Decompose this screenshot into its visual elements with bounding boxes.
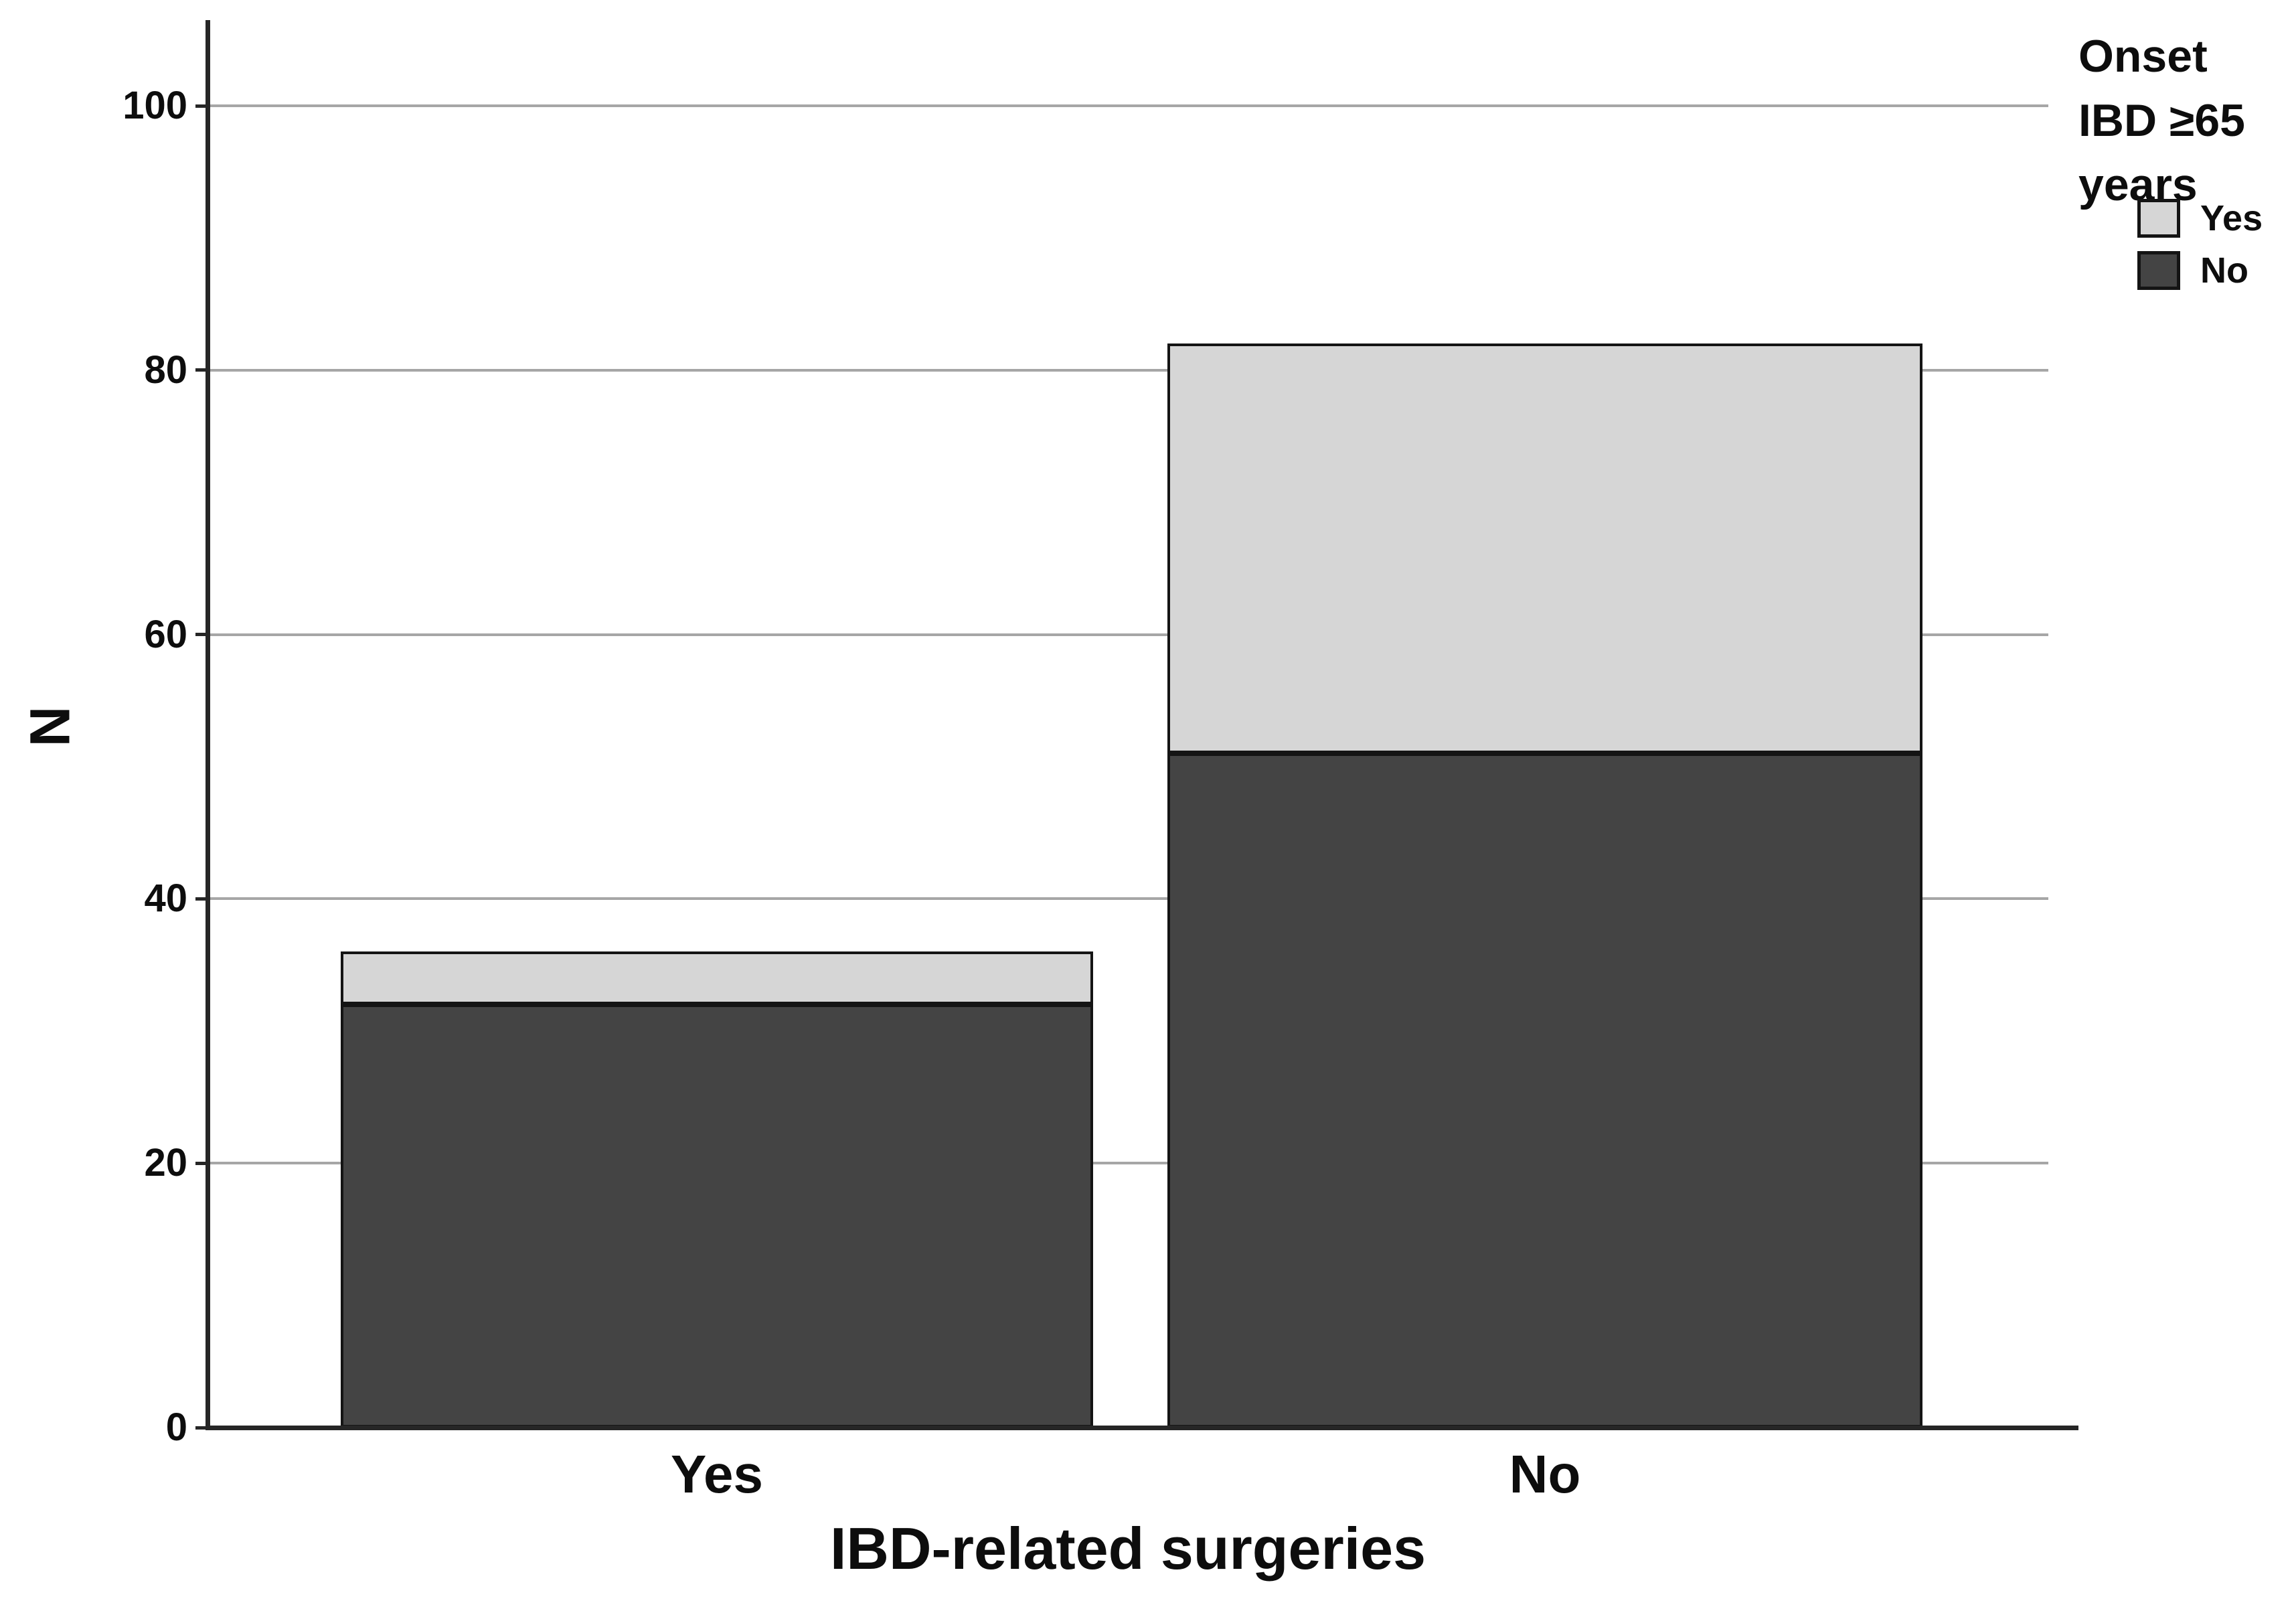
gridline-y-60 (208, 633, 2048, 636)
y-tick-60 (195, 633, 208, 637)
legend-entry-yes: Yes (2137, 194, 2296, 242)
gridline-y-80 (208, 368, 2048, 372)
bar-segment-no-onset-no (1167, 753, 1922, 1428)
legend-title-line-2: IBD ≥65 (2078, 95, 2245, 146)
y-tick-20 (195, 1161, 208, 1165)
y-tick-100 (195, 104, 208, 108)
y-tick-label-60: 60 (144, 612, 187, 656)
y-tick-label-80: 80 (144, 348, 187, 392)
y-tick-80 (195, 368, 208, 372)
gridline-y-40 (208, 897, 2048, 901)
y-tick-label-20: 20 (144, 1141, 187, 1185)
legend-title-line-1: Onset (2078, 31, 2208, 82)
gridline-y-100 (208, 104, 2048, 107)
legend-title: Onset IBD ≥65 years (2078, 24, 2296, 217)
x-axis-line (205, 1425, 2078, 1430)
y-tick-label-100: 100 (122, 84, 187, 127)
legend: Onset IBD ≥65 years Yes No (2078, 24, 2296, 295)
legend-label-yes: Yes (2200, 198, 2263, 238)
y-axis-title: N (18, 706, 82, 747)
y-axis-line (205, 20, 210, 1430)
y-tick-0 (195, 1426, 208, 1430)
legend-swatch-yes (2137, 199, 2180, 238)
bar-segment-yes-onset-no (341, 1004, 1093, 1428)
y-tick-label-0: 0 (165, 1405, 187, 1449)
legend-label-no: No (2200, 250, 2248, 291)
x-axis-title: IBD-related surgeries (829, 1515, 1426, 1582)
y-tick-40 (195, 897, 208, 901)
x-tick-label-no: No (1509, 1444, 1581, 1504)
gridline-y-20 (208, 1162, 2048, 1165)
legend-swatch-no (2137, 251, 2180, 290)
x-tick-label-yes: Yes (671, 1444, 763, 1504)
y-tick-label-40: 40 (144, 876, 187, 921)
bar-segment-no-onset-yes (1167, 343, 1922, 754)
legend-entry-no: No (2137, 246, 2296, 295)
bar-segment-yes-onset-yes (341, 951, 1093, 1005)
